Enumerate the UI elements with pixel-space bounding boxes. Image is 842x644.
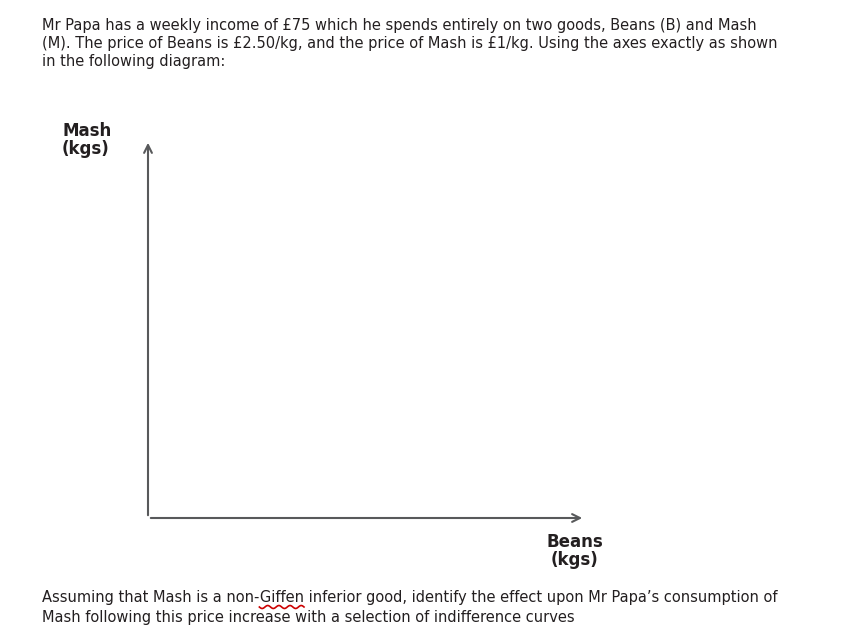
Text: Mash following this price increase with a selection of indifference curves: Mash following this price increase with … xyxy=(42,610,574,625)
Text: (M). The price of Beans is £2.50/kg, and the price of Mash is £1/kg. Using the a: (M). The price of Beans is £2.50/kg, and… xyxy=(42,36,777,51)
Text: (kgs): (kgs) xyxy=(62,140,109,158)
Text: in the following diagram:: in the following diagram: xyxy=(42,54,226,69)
Text: Beans: Beans xyxy=(546,533,604,551)
Text: (kgs): (kgs) xyxy=(552,551,599,569)
Text: Assuming that Mash is a non-Giffen inferior good, identify the effect upon Mr Pa: Assuming that Mash is a non-Giffen infer… xyxy=(42,590,777,605)
Text: Mash: Mash xyxy=(62,122,111,140)
Text: Mr Papa has a weekly income of £75 which he spends entirely on two goods, Beans : Mr Papa has a weekly income of £75 which… xyxy=(42,18,757,33)
